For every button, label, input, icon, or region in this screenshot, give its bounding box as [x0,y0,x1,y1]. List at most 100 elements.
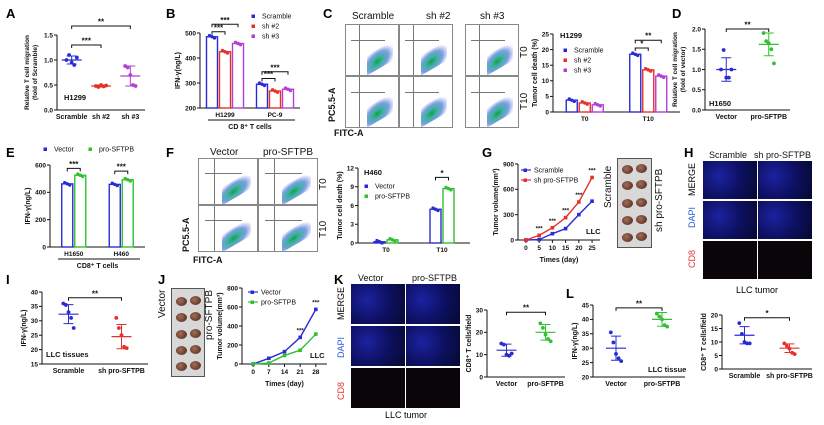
error-bar-d [721,57,732,82]
bar-c [642,69,655,113]
flow-plot [465,24,519,76]
sig-bracket-e [114,170,129,175]
legend-marker-g [523,168,527,172]
x-tick-label-g: 10 [549,245,557,252]
y-axis-label-c: Tumor cell death (%) [532,39,539,107]
x-tick-label-h: sh pro-SFTPB [766,373,813,380]
y-tick-label-c: 15 [542,63,550,70]
data-point-b [212,36,217,40]
y-tick-label-b: 200 [185,105,196,112]
sig-bracket-i [68,297,122,301]
data-point-d [769,47,774,52]
y-axis-label-b: IFN-γ(ng/L) [175,52,182,89]
sig-label-c: * [640,40,644,49]
sig-label-c: ** [645,32,652,41]
annotation-c: H1299 [560,31,582,40]
sig-bracket-l [615,307,663,311]
annotation-f: H460 [364,168,382,177]
x-tick-label-a: Scramble [56,114,88,121]
legend-label-b: sh #2 [262,23,279,30]
bar-f [429,208,442,244]
data-point-b [225,51,230,55]
data-point-j [267,356,271,361]
annotation-i: LLC tissues [46,350,89,359]
micro-k-col-pro-sftpb: pro-SFTPB [412,273,458,283]
micrograph-merge [757,160,813,200]
sig-bracket-c [634,47,649,52]
y-tick-label-h: 5 [714,353,718,360]
data-point-h [792,352,797,357]
sig-label-f: * [440,169,444,178]
sig-label-d: ** [744,21,751,30]
y-tick-label-k: 0 [479,374,483,381]
error-bar-a [66,55,77,65]
micrograph-cd8 [702,240,758,280]
y-tick-label-b: 500 [185,30,196,37]
micrograph-dapi [350,325,406,367]
y-axis-label-k: CD8⁺ T cells/field [466,315,473,373]
sig-label-b: *** [220,16,230,25]
x-tick-label-j: 21 [297,369,305,376]
panel-letter-k: K [334,272,344,287]
data-point-l [657,314,662,319]
data-point-i [117,326,121,330]
legend-marker-j [250,290,254,294]
y-tick-label-g: 0 [510,237,514,244]
sig-bracket-b [211,31,226,35]
error-bar-d [763,32,774,57]
x-tick-label-i: sh pro-SFTPB [98,368,145,375]
panel-letter-c: C [323,6,333,21]
x-tick-label-a: sh #3 [121,114,139,121]
y-axis-label-j: Tumor volume(mm³) [217,292,224,359]
y-tick-label-j: 600 [227,304,238,311]
legend-label-g: Scramble [534,167,564,174]
error-bar-i [116,324,127,350]
x-tick-label-i: Scramble [53,368,85,375]
sig-label-g: *** [536,226,544,232]
micro-h-caption: LLC tumor [736,285,779,295]
micrograph-cd8 [405,367,461,409]
panel-letter-h: H [684,145,694,160]
tumor-photo [617,158,652,248]
flow-f-xaxis: FITC-A [193,255,223,265]
micro-h-col-scramble: Scramble [709,150,748,160]
panel-letter-l: L [566,286,574,301]
bar-c [629,53,642,113]
y-tick-label-c: 25 [542,31,550,38]
flow-plot [345,24,399,76]
flow-c-xaxis: FITC-A [334,128,364,138]
error-bar-l [657,311,667,327]
series-line-g [525,200,593,241]
data-point-g [550,225,555,230]
panel-letter-i: I [6,272,10,287]
data-point-l [665,324,670,329]
data-point-g [563,215,568,220]
y-tick-label-b: 400 [185,55,196,62]
y-tick-label-i: 40 [31,289,39,296]
x-tick-label-g: 25 [588,245,596,252]
data-point-b [275,90,280,94]
x-axis-label-j: Times (day) [265,381,304,388]
tumor-photo [171,288,205,377]
y-tick-label-i: 15 [31,361,39,368]
x-tick-label-h: Scramble [729,373,761,380]
micro-k-caption: LLC tumor [385,410,428,420]
data-point-e [128,179,132,183]
y-tick-label-l: 30 [582,346,590,353]
sig-label-g: *** [575,193,583,199]
data-point-f [449,188,453,192]
sig-label-a: ** [98,18,105,27]
y-tick-label-d: 1.5 [692,47,701,54]
y-tick-label-k: 20 [476,330,484,337]
data-point-d [764,39,769,44]
legend-label-c: sh #3 [574,67,591,74]
micro-h-col-sh: sh pro-SFTPB [754,150,812,160]
legend-marker-b [251,34,255,38]
micrograph-dapi [702,200,758,240]
legend-label-c: Scramble [574,47,604,54]
y-tick-label-g: 900 [503,161,514,168]
annotation-l: LLC tissue [648,365,686,374]
data-point-c [598,104,602,108]
data-point-l [616,356,621,361]
legend-label-e: Vector [54,146,75,153]
